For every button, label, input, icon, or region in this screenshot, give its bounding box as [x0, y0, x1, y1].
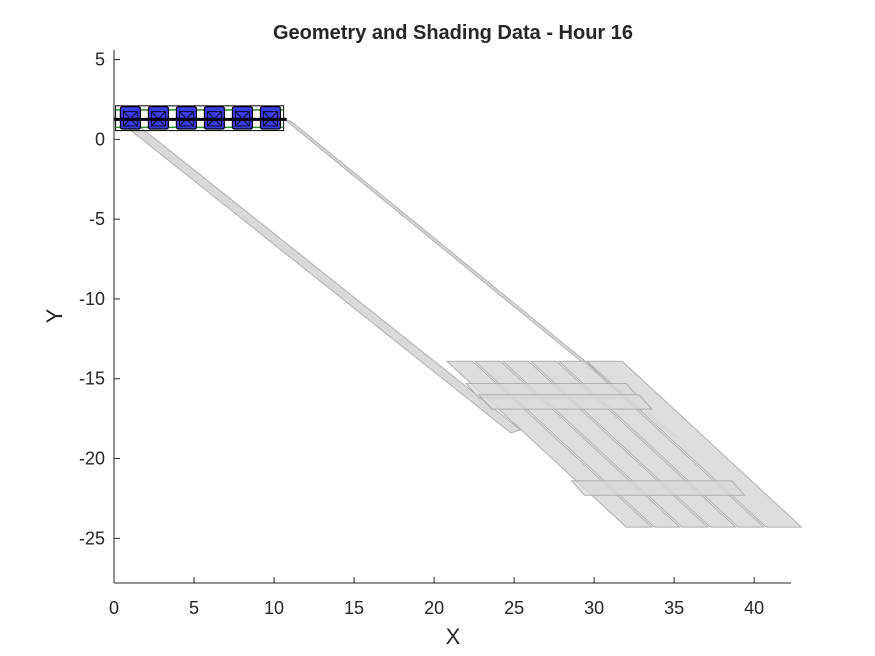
pv-module-6: [259, 106, 282, 130]
chart-title: Geometry and Shading Data - Hour 16: [273, 22, 633, 44]
pv-module-2: [147, 106, 170, 130]
x-tick-label-4: 20: [424, 598, 444, 618]
x-tick-label-1: 5: [189, 598, 199, 618]
rack-layer: [113, 105, 287, 132]
pv-module-5: [231, 106, 254, 130]
x-tick-label-5: 25: [504, 598, 524, 618]
x-tick-labels: 0 5 10 15 20 25 30 35 40: [109, 598, 764, 618]
y-tick-label-4: -15: [79, 369, 105, 389]
y-axis-label: Y: [42, 308, 67, 323]
x-axis-label: X: [446, 624, 461, 649]
y-tick-labels: 5 0 -5 -10 -15 -20 -25: [79, 50, 105, 549]
x-tick-label-3: 15: [344, 598, 364, 618]
x-tick-label-2: 10: [264, 598, 284, 618]
shadow-layer: [120, 118, 803, 528]
shadow-band-2: [477, 394, 653, 410]
pv-module-1: [119, 106, 142, 130]
pv-module-3: [175, 106, 198, 130]
x-tick-label-6: 30: [584, 598, 604, 618]
x-tick-label-8: 40: [744, 598, 764, 618]
y-tick-label-6: -25: [79, 528, 105, 548]
y-tick-label-5: -20: [79, 449, 105, 469]
y-tick-label-1: 0: [95, 129, 105, 149]
shadow-streak-1: [120, 119, 522, 434]
pv-module-4: [203, 106, 226, 130]
axes: [113, 50, 791, 584]
y-tick-label-0: 5: [95, 50, 105, 70]
y-tick-label-3: -10: [79, 289, 105, 309]
x-tick-label-7: 35: [664, 598, 684, 618]
x-tick-label-0: 0: [109, 598, 119, 618]
shadow-band-3: [570, 480, 746, 496]
y-tick-label-2: -5: [89, 209, 105, 229]
